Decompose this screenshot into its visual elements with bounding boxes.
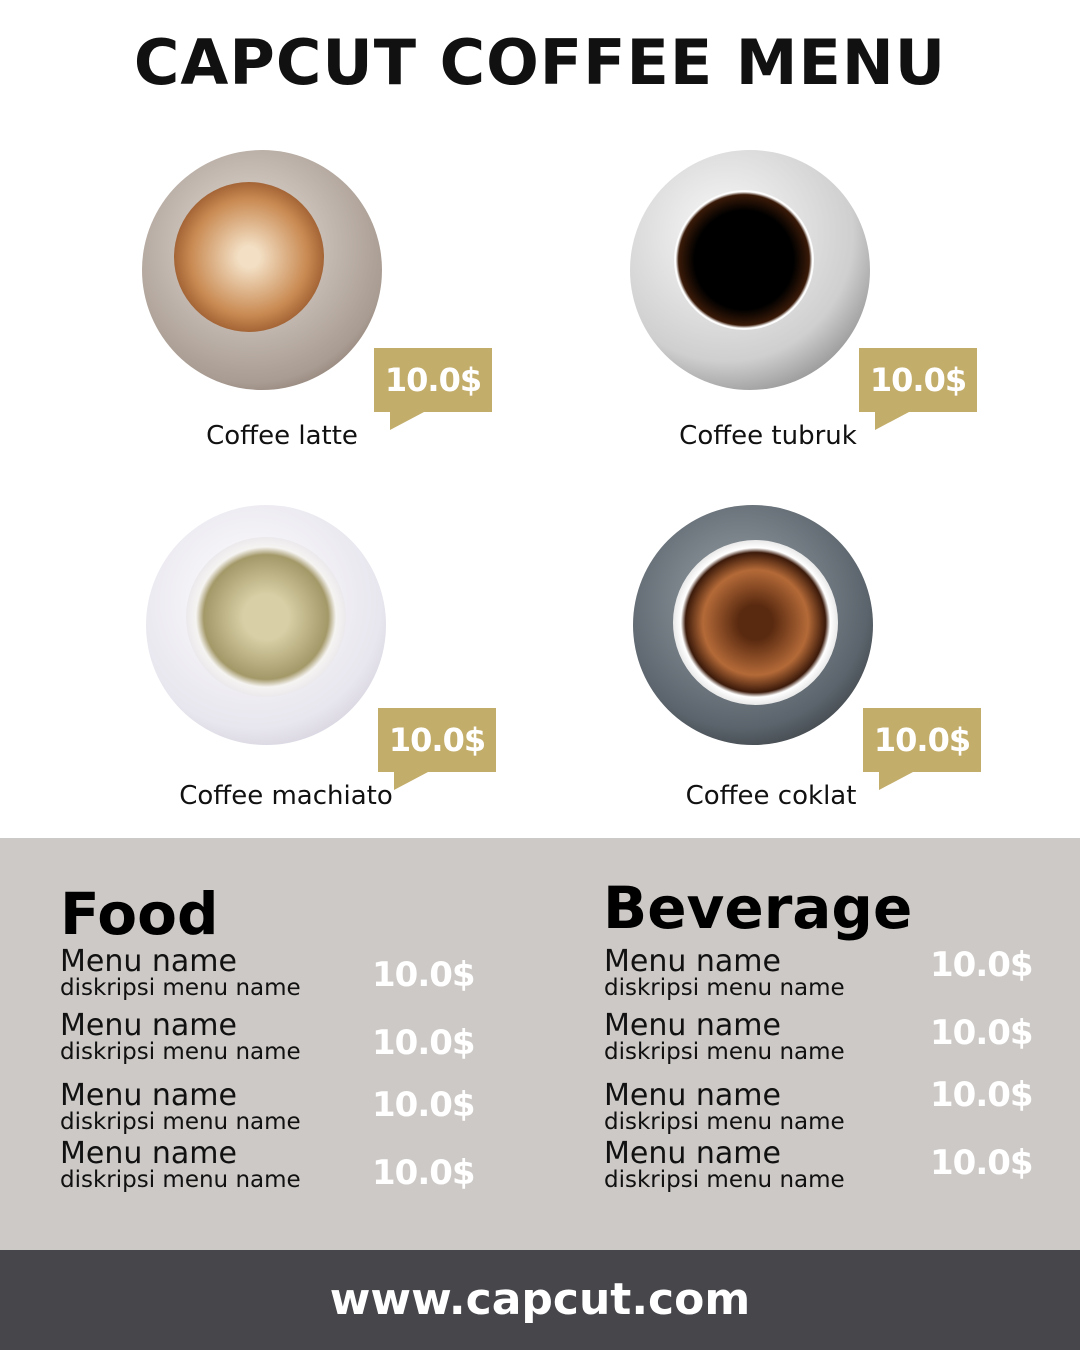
menu-item-name: Menu name bbox=[60, 944, 237, 979]
menu-item-description: diskripsi menu name bbox=[604, 1109, 845, 1135]
coffee-name: Coffee tubruk bbox=[679, 421, 857, 451]
menu-item-name: Menu name bbox=[604, 944, 781, 979]
price-tag: 10.0$ bbox=[863, 708, 981, 790]
menu-panel bbox=[0, 838, 1080, 1250]
coffee-name: Coffee latte bbox=[206, 421, 358, 451]
menu-item-description: diskripsi menu name bbox=[60, 1167, 301, 1193]
price-tag: 10.0$ bbox=[374, 348, 492, 430]
menu-item-price: 10.0$ bbox=[930, 945, 1034, 985]
coffee-coklat-image bbox=[633, 505, 873, 745]
menu-item-name: Menu name bbox=[604, 1078, 781, 1113]
menu-item-description: diskripsi menu name bbox=[60, 1109, 301, 1135]
menu-item-name: Menu name bbox=[60, 1136, 237, 1171]
menu-item-description: diskripsi menu name bbox=[604, 1039, 845, 1065]
food-heading: Food bbox=[60, 880, 219, 948]
menu-item-price: 10.0$ bbox=[930, 1013, 1034, 1053]
menu-item-name: Menu name bbox=[604, 1008, 781, 1043]
coffee-name: Coffee coklat bbox=[685, 781, 857, 811]
coffee-latte-image bbox=[142, 150, 382, 390]
website-url[interactable]: www.capcut.com bbox=[0, 1250, 1080, 1350]
menu-item-price: 10.0$ bbox=[372, 955, 476, 995]
menu-item-name: Menu name bbox=[60, 1078, 237, 1113]
coffee-name: Coffee machiato bbox=[179, 781, 393, 811]
menu-item-name: Menu name bbox=[60, 1008, 237, 1043]
coffee-machiato-image bbox=[146, 505, 386, 745]
menu-item-description: diskripsi menu name bbox=[604, 1167, 845, 1193]
menu-item-description: diskripsi menu name bbox=[604, 975, 845, 1001]
coffee-tubruk-image bbox=[630, 150, 870, 390]
menu-item-price: 10.0$ bbox=[372, 1153, 476, 1193]
price-tag: 10.0$ bbox=[859, 348, 977, 430]
menu-item-name: Menu name bbox=[604, 1136, 781, 1171]
menu-item-description: diskripsi menu name bbox=[60, 975, 301, 1001]
beverage-heading: Beverage bbox=[603, 874, 913, 942]
menu-item-description: diskripsi menu name bbox=[60, 1039, 301, 1065]
menu-item-price: 10.0$ bbox=[372, 1085, 476, 1125]
page-title: CAPCUT COFFEE MENU bbox=[133, 26, 947, 99]
price-tag: 10.0$ bbox=[378, 708, 496, 790]
menu-item-price: 10.0$ bbox=[372, 1023, 476, 1063]
menu-item-price: 10.0$ bbox=[930, 1075, 1034, 1115]
menu-item-price: 10.0$ bbox=[930, 1143, 1034, 1183]
